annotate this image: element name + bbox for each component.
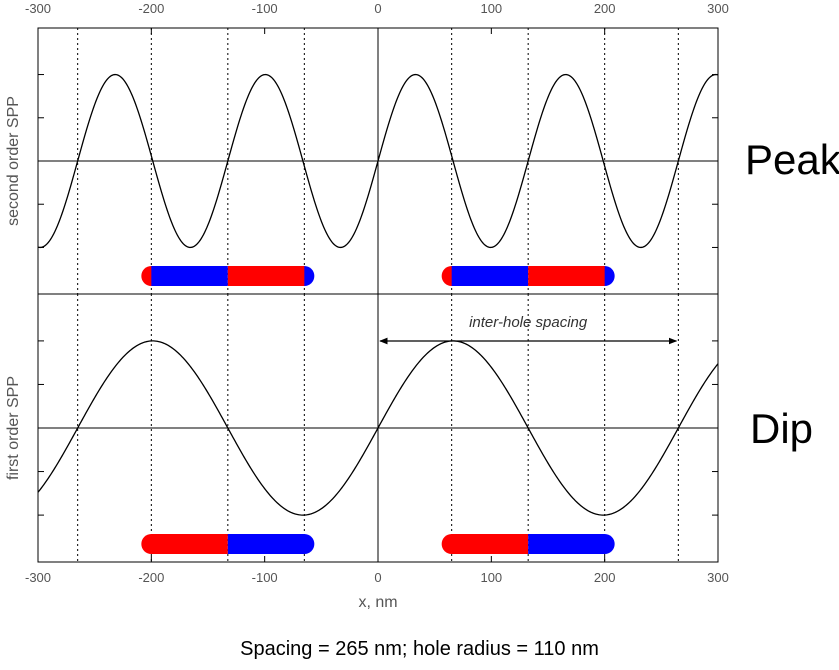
x-tick-label-top: -200 (138, 1, 164, 16)
x-tick-label-top: 200 (594, 1, 616, 16)
x-tick-label-bottom: 200 (594, 570, 616, 585)
x-tick-label-bottom: -300 (25, 570, 51, 585)
hole-bar-segment (227, 534, 305, 554)
hole-bar-segment (151, 534, 228, 554)
x-tick-label-top: 300 (707, 1, 729, 16)
hole-bar (441, 534, 615, 554)
x-tick-label-top: -100 (252, 1, 278, 16)
hole-bar (141, 534, 315, 554)
hole-bar-segment (451, 266, 529, 286)
panel-1-spp-curve (37, 73, 719, 249)
panel-1-y-label: second order SPP (5, 96, 22, 226)
hole-bar (441, 266, 615, 286)
x-tick-label-top: 0 (374, 1, 381, 16)
x-tick-label-top: -300 (25, 1, 51, 16)
inter-hole-spacing-label: inter-hole spacing (469, 314, 588, 331)
figure-caption: Spacing = 265 nm; hole radius = 110 nm (240, 638, 599, 660)
x-tick-label-bottom: -200 (138, 570, 164, 585)
x-tick-label-top: 100 (480, 1, 502, 16)
hole-bar-segment (227, 266, 305, 286)
x-tick-label-bottom: 0 (374, 570, 381, 585)
hole-bar (141, 266, 315, 286)
panel-2-spp-curve (37, 340, 719, 516)
panel-2-y-label: first order SPP (5, 376, 22, 480)
hole-bar-segment (528, 534, 605, 554)
x-axis-label: x, nm (358, 594, 397, 611)
peak-label: Peak (745, 136, 839, 183)
hole-bar-segment (151, 266, 228, 286)
dip-label: Dip (750, 405, 814, 452)
hole-bar-segment (451, 534, 529, 554)
x-tick-label-bottom: -100 (252, 570, 278, 585)
x-tick-label-bottom: 300 (707, 570, 729, 585)
hole-bar-segment (528, 266, 605, 286)
x-tick-label-bottom: 100 (480, 570, 502, 585)
